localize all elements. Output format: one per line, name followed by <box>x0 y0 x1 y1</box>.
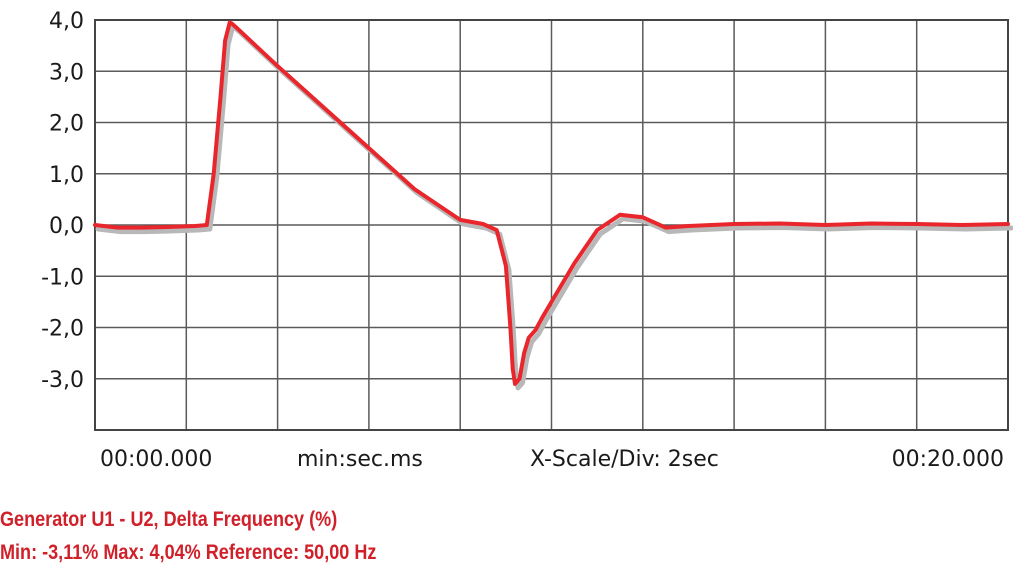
caption-title: Generator U1 - U2, Delta Frequency (%) <box>0 508 338 531</box>
x-scale-label: X-Scale/Div: 2sec <box>530 447 719 472</box>
y-tick-labels: 4,0 3,0 2,0 1,0 0,0 -1,0 -2,0 -3,0 <box>41 9 84 393</box>
grid <box>95 20 1008 430</box>
x-end-label: 00:20.000 <box>892 447 1004 472</box>
y-tick-label: -3,0 <box>41 368 84 393</box>
x-unit-label: min:sec.ms <box>297 447 423 472</box>
y-tick-label: -2,0 <box>41 317 84 342</box>
chart: 4,0 3,0 2,0 1,0 0,0 -1,0 -2,0 -3,0 00:00.000 mi… <box>41 9 1013 472</box>
y-tick-label: -1,0 <box>41 265 84 290</box>
x-start-label: 00:00.000 <box>100 447 212 472</box>
y-tick-label: 0,0 <box>49 214 84 239</box>
y-tick-label: 2,0 <box>49 112 84 137</box>
y-tick-label: 4,0 <box>49 9 84 34</box>
y-tick-label: 3,0 <box>49 60 84 85</box>
series-line <box>93 20 1010 386</box>
series-shadow <box>95 24 1013 391</box>
y-tick-label: 1,0 <box>49 163 84 188</box>
caption-stats: Min: -3,11% Max: 4,04% Reference: 50,00 … <box>0 541 377 564</box>
